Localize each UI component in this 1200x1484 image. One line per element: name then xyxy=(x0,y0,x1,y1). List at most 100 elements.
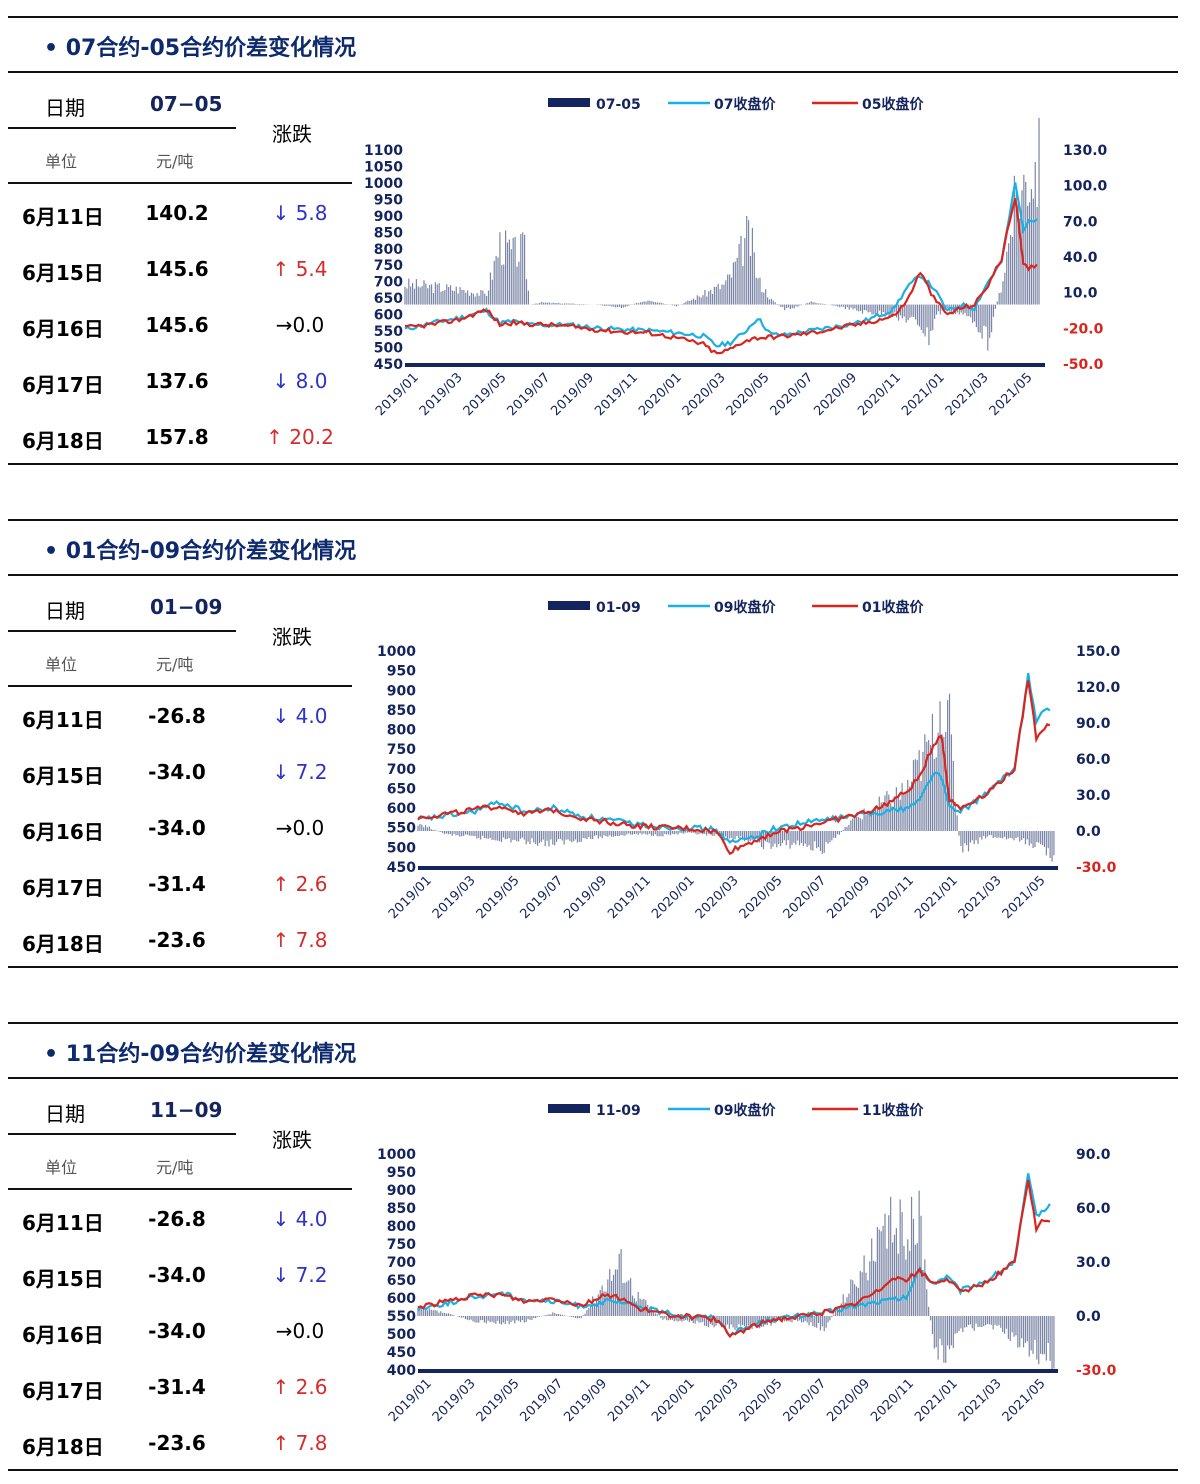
row-date: 6月17日 xyxy=(22,373,104,397)
x-tick-label: 2019/03 xyxy=(430,1376,479,1425)
x-tick-label: 2019/01 xyxy=(386,1376,435,1425)
y-right-tick-label: 0.0 xyxy=(1076,1309,1101,1325)
x-tick-label: 2020/03 xyxy=(693,873,742,922)
x-tick-label: 2019/05 xyxy=(474,873,523,922)
row-date: 6月15日 xyxy=(22,261,104,285)
y-left-tick-label: 650 xyxy=(374,291,403,307)
row-value: -34.0 xyxy=(148,816,206,840)
row-value: 145.6 xyxy=(145,257,209,281)
row-change: ↓ 7.2 xyxy=(272,1263,328,1287)
close-price-line-01 xyxy=(417,680,1051,856)
legend-swatch-spread xyxy=(548,601,590,610)
unit-value: 元/吨 xyxy=(156,655,194,674)
y-left-tick-label: 800 xyxy=(374,242,403,258)
y-left-tick-label: 700 xyxy=(374,275,403,291)
row-change: ↑ 2.6 xyxy=(272,1375,328,1399)
unit-divider xyxy=(8,1188,352,1190)
y-right-tick-label: -30.0 xyxy=(1076,860,1117,876)
row-date: 6月15日 xyxy=(22,764,104,788)
y-right-tick-label: 130.0 xyxy=(1063,143,1108,159)
row-change: ↓ 4.0 xyxy=(272,1207,328,1231)
chart-legend: 11-09 09收盘价 11收盘价 xyxy=(548,1102,924,1119)
y-left-tick-label: 750 xyxy=(387,742,416,758)
y-left-tick-label: 900 xyxy=(374,209,403,225)
x-tick-label: 2020/01 xyxy=(649,873,698,922)
y-left-tick-label: 1000 xyxy=(364,176,403,192)
row-date: 6月16日 xyxy=(22,820,104,844)
unit-divider xyxy=(8,685,352,687)
x-tick-label: 2019/11 xyxy=(605,1376,654,1425)
row-date: 6月11日 xyxy=(22,205,104,229)
x-tick-label: 2020/09 xyxy=(824,1376,873,1425)
y-left-tick-label: 1100 xyxy=(364,143,403,159)
value-header: 11−09 xyxy=(150,1098,223,1122)
row-change: ↑ 7.8 xyxy=(272,1431,328,1455)
unit-value: 元/吨 xyxy=(156,152,194,171)
row-value: 157.8 xyxy=(145,425,209,449)
y-left-tick-label: 900 xyxy=(387,1183,416,1199)
chart-legend: 07-05 07收盘价 05收盘价 xyxy=(548,96,924,113)
header-divider xyxy=(8,630,236,632)
row-change: ↓ 7.2 xyxy=(272,760,328,784)
section-07-05: • 07合约-05合约价差变化情况 日期 07−05 涨跌 单位 元/吨 6月1… xyxy=(0,0,1200,470)
row-change: →0.0 xyxy=(275,1319,325,1343)
x-tick-label: 2019/07 xyxy=(518,873,567,922)
date-header: 日期 xyxy=(45,599,85,623)
y-left-tick-label: 550 xyxy=(374,324,403,340)
y-left-tick-label: 800 xyxy=(387,1219,416,1235)
y-right-tick-label: 60.0 xyxy=(1076,752,1111,768)
section-11-09: • 11合约-09合约价差变化情况 日期 11−09 涨跌 单位 元/吨 6月1… xyxy=(0,1006,1200,1476)
row-value: -34.0 xyxy=(148,1319,206,1343)
y-left-tick-label: 750 xyxy=(387,1237,416,1253)
x-tick-label: 2021/01 xyxy=(912,873,961,922)
spread-bars xyxy=(417,693,1055,862)
row-value: 140.2 xyxy=(145,201,209,225)
header-divider xyxy=(8,127,236,129)
row-date: 6月18日 xyxy=(22,1435,104,1459)
row-value: -34.0 xyxy=(148,1263,206,1287)
y-left-tick-label: 500 xyxy=(387,840,416,856)
y-left-tick-label: 450 xyxy=(387,860,416,876)
row-date: 6月18日 xyxy=(22,932,104,956)
y-left-tick-label: 700 xyxy=(387,762,416,778)
x-tick-label: 2020/11 xyxy=(868,873,917,922)
y-right-tick-label: 60.0 xyxy=(1076,1201,1111,1217)
x-tick-label: 2021/03 xyxy=(956,1376,1005,1425)
row-date: 6月16日 xyxy=(22,1323,104,1347)
row-value: -31.4 xyxy=(148,1375,206,1399)
row-date: 6月17日 xyxy=(22,1379,104,1403)
y-right-tick-label: 150.0 xyxy=(1076,644,1121,660)
y-left-tick-label: 950 xyxy=(387,1165,416,1181)
change-header: 涨跌 xyxy=(272,625,312,649)
x-tick-label: 2020/07 xyxy=(768,370,817,419)
x-tick-label: 2020/01 xyxy=(649,1376,698,1425)
y-left-tick-label: 850 xyxy=(374,225,403,241)
y-right-tick-label: 120.0 xyxy=(1076,680,1121,696)
header-divider xyxy=(8,1133,236,1135)
row-change: →0.0 xyxy=(275,816,325,840)
y-left-tick-label: 650 xyxy=(387,781,416,797)
legend-label-line-b: 11收盘价 xyxy=(862,1102,924,1119)
x-tick-label: 2019/09 xyxy=(561,873,610,922)
x-tick-label: 2020/01 xyxy=(636,370,685,419)
value-header: 01−09 xyxy=(150,595,223,619)
y-left-tick-label: 550 xyxy=(387,821,416,837)
section-01-09: • 01合约-09合约价差变化情况 日期 01−09 涨跌 单位 元/吨 6月1… xyxy=(0,503,1200,973)
x-tick-label: 2020/05 xyxy=(737,1376,786,1425)
y-right-tick-label: 90.0 xyxy=(1076,716,1111,732)
y-left-tick-label: 950 xyxy=(374,192,403,208)
legend-label-spread: 01-09 xyxy=(596,600,641,616)
y-left-tick-label: 600 xyxy=(387,1291,416,1307)
x-tick-label: 2021/05 xyxy=(987,370,1036,419)
x-tick-label: 2019/09 xyxy=(548,370,597,419)
section-title: • 07合约-05合约价差变化情况 xyxy=(44,36,357,61)
top-divider xyxy=(8,1022,1178,1024)
x-tick-label: 2019/03 xyxy=(430,873,479,922)
top-divider xyxy=(8,16,1178,18)
bottom-divider xyxy=(8,966,1178,968)
y-left-tick-label: 550 xyxy=(387,1309,416,1325)
legend-label-line-a: 09收盘价 xyxy=(714,599,776,616)
y-right-tick-label: -20.0 xyxy=(1063,321,1104,337)
x-tick-label: 2020/07 xyxy=(781,1376,830,1425)
x-axis-line xyxy=(418,866,1058,870)
